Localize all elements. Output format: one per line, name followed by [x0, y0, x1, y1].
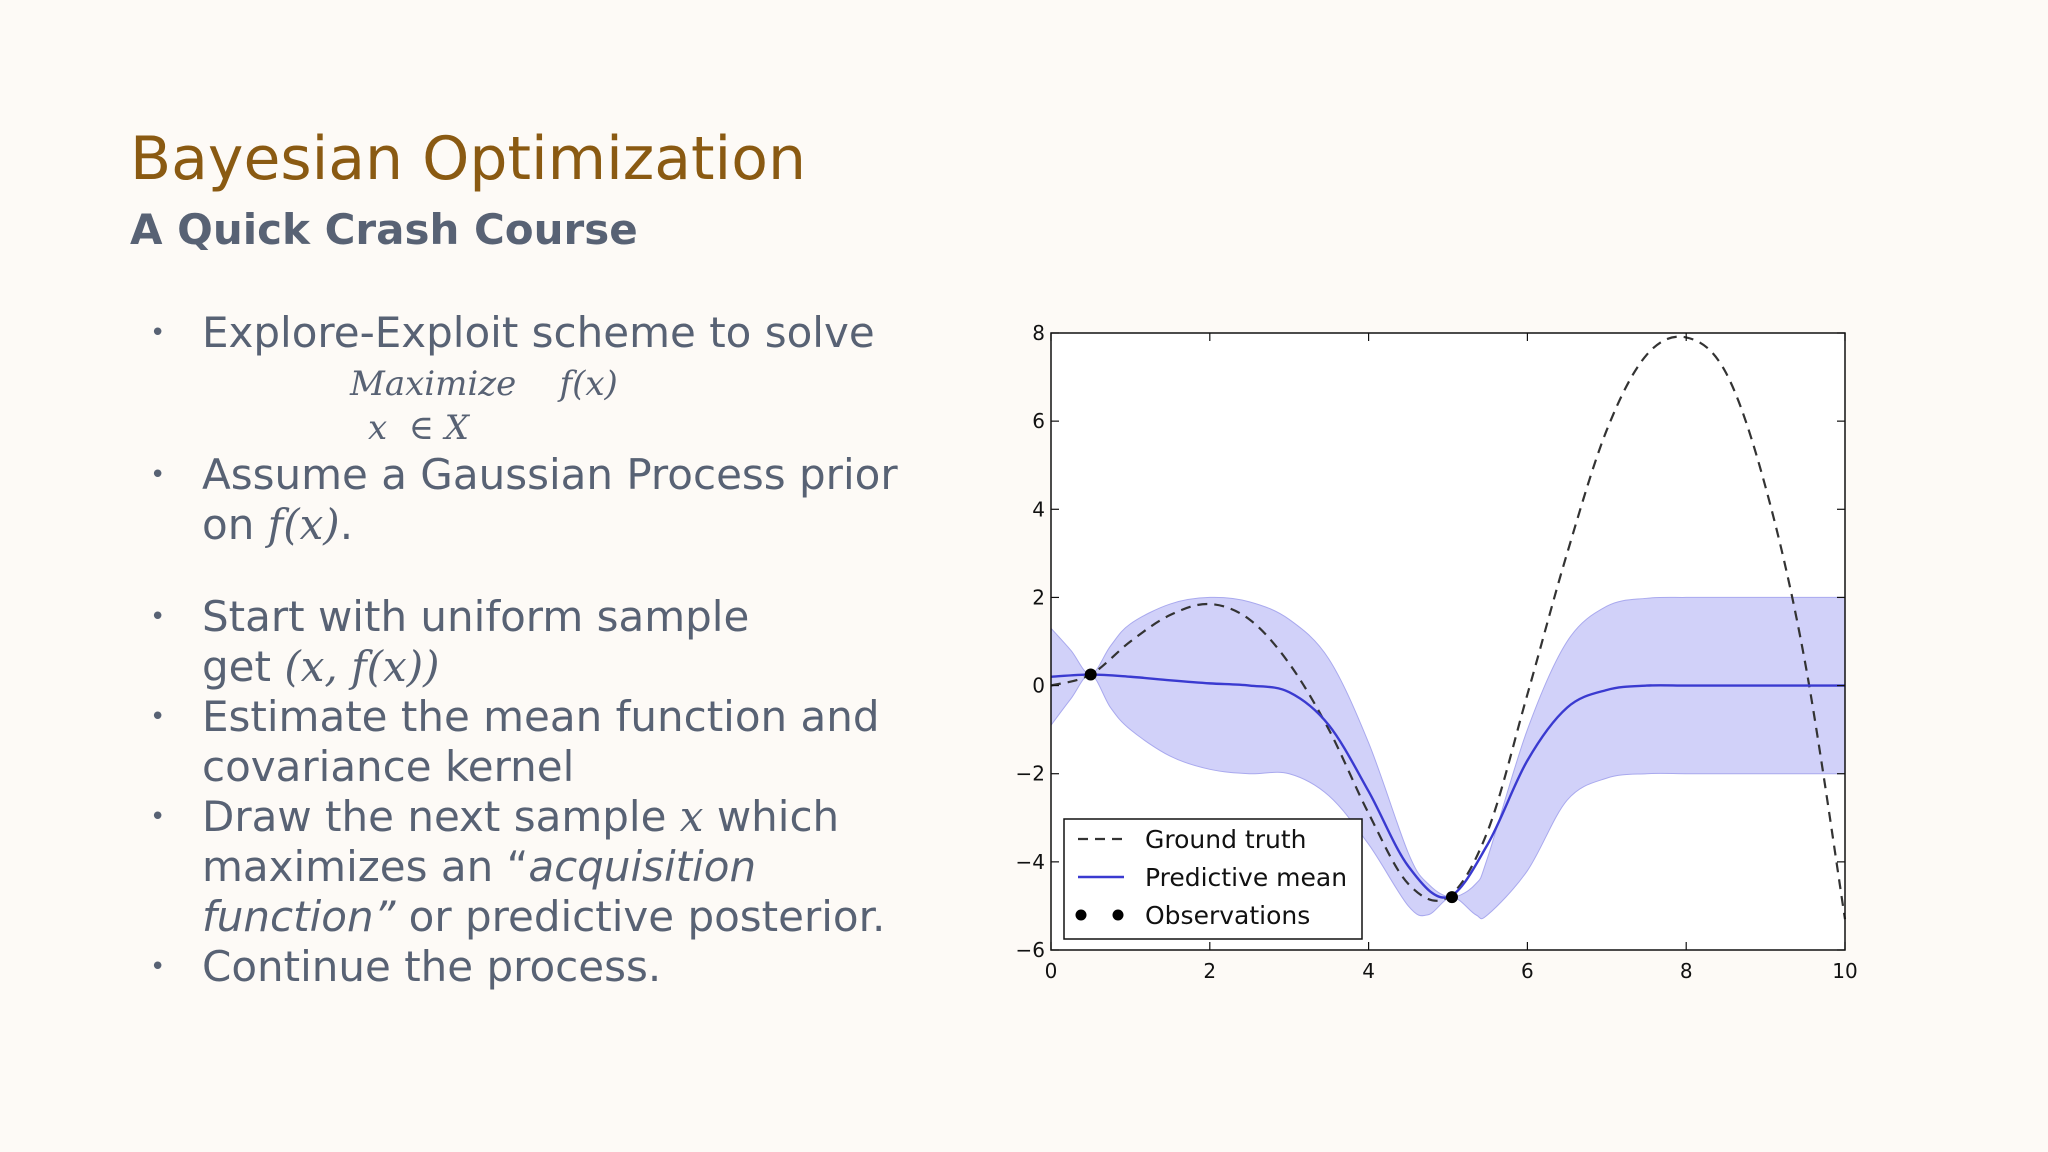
legend-label: Ground truth — [1145, 825, 1306, 854]
bullet-text: Continue the process. — [202, 942, 662, 991]
x-tick-label: 8 — [1680, 959, 1693, 983]
text-fragment: or predictive posterior. — [395, 892, 886, 941]
bullet-uniform-sample: • Start with uniform sample get (x, f(x)… — [150, 592, 910, 692]
bullet-dot-icon: • — [150, 318, 166, 348]
y-tick-label: −4 — [1016, 850, 1045, 874]
bullet-text: Assume a Gaussian Process prior — [202, 450, 898, 499]
math-fragment: f(x) — [267, 500, 340, 549]
bullet-next-sample: • Draw the next sample x which maximizes… — [150, 792, 910, 942]
bullet-text-line2: on f(x). — [202, 500, 910, 550]
text-fragment: Draw the next sample — [202, 792, 680, 841]
legend-label: Predictive mean — [1145, 863, 1347, 892]
y-tick-label: 2 — [1032, 585, 1045, 609]
observation-point — [1084, 668, 1097, 681]
bullet-list: • Explore-Exploit scheme to solve Maximi… — [150, 308, 910, 992]
y-tick-label: 0 — [1032, 674, 1045, 698]
x-tick-label: 10 — [1832, 959, 1857, 983]
bullet-estimate-mean: • Estimate the mean function and covaria… — [150, 692, 910, 792]
math-fragment: x — [679, 792, 704, 841]
text-fragment: get — [202, 642, 285, 691]
x-tick-label: 2 — [1203, 959, 1216, 983]
bullet-gaussian-prior: • Assume a Gaussian Process prior on f(x… — [150, 450, 910, 550]
bullet-dot-icon: • — [150, 952, 166, 982]
x-tick-label: 4 — [1362, 959, 1375, 983]
italic-fragment: function” — [202, 892, 396, 941]
italic-fragment: acquisition — [528, 842, 757, 891]
y-tick-label: 8 — [1032, 321, 1045, 345]
bullet-dot-icon: • — [150, 602, 166, 632]
slide-subtitle: A Quick Crash Course — [130, 205, 638, 254]
legend-observation-swatch — [1112, 909, 1124, 921]
bullet-text: Estimate the mean function and — [202, 692, 880, 741]
text-fragment: on — [202, 500, 268, 549]
bullet-text: Start with uniform sample — [202, 592, 750, 641]
bullet-text-line2: covariance kernel — [202, 742, 575, 791]
legend-label: Observations — [1145, 901, 1310, 930]
formula-domain: x ∈ X — [368, 408, 469, 448]
slide-title: Bayesian Optimization — [130, 124, 806, 194]
math-fragment: (x, f(x)) — [284, 642, 440, 691]
y-tick-label: −6 — [1016, 938, 1045, 962]
bullet-continue: • Continue the process. — [150, 942, 910, 992]
text-fragment: . — [339, 500, 354, 549]
bullet-text-line3: function” or predictive posterior. — [202, 892, 910, 942]
formula-maximize: Maximize f(x) — [350, 364, 618, 404]
observation-point — [1445, 891, 1458, 904]
y-tick-label: 4 — [1032, 497, 1045, 521]
bullet-text-line2: get (x, f(x)) — [202, 642, 910, 692]
y-tick-label: −2 — [1016, 762, 1045, 786]
bullet-text-line2: maximizes an “acquisition — [202, 842, 910, 892]
text-fragment: which — [703, 792, 840, 841]
legend-observation-swatch — [1075, 909, 1087, 921]
bullet-dot-icon: • — [150, 460, 166, 490]
y-tick-label: 6 — [1032, 409, 1045, 433]
bullet-explore-exploit: • Explore-Exploit scheme to solve — [150, 308, 910, 358]
bullet-text: Draw the next sample x which — [202, 792, 910, 842]
x-tick-label: 0 — [1045, 959, 1058, 983]
x-tick-label: 6 — [1521, 959, 1534, 983]
bullet-dot-icon: • — [150, 702, 166, 732]
plot-frame — [1050, 332, 1846, 951]
text-fragment: maximizes an “ — [202, 842, 529, 891]
bullet-dot-icon: • — [150, 802, 166, 832]
bullet-text: Explore-Exploit scheme to solve — [202, 308, 875, 357]
